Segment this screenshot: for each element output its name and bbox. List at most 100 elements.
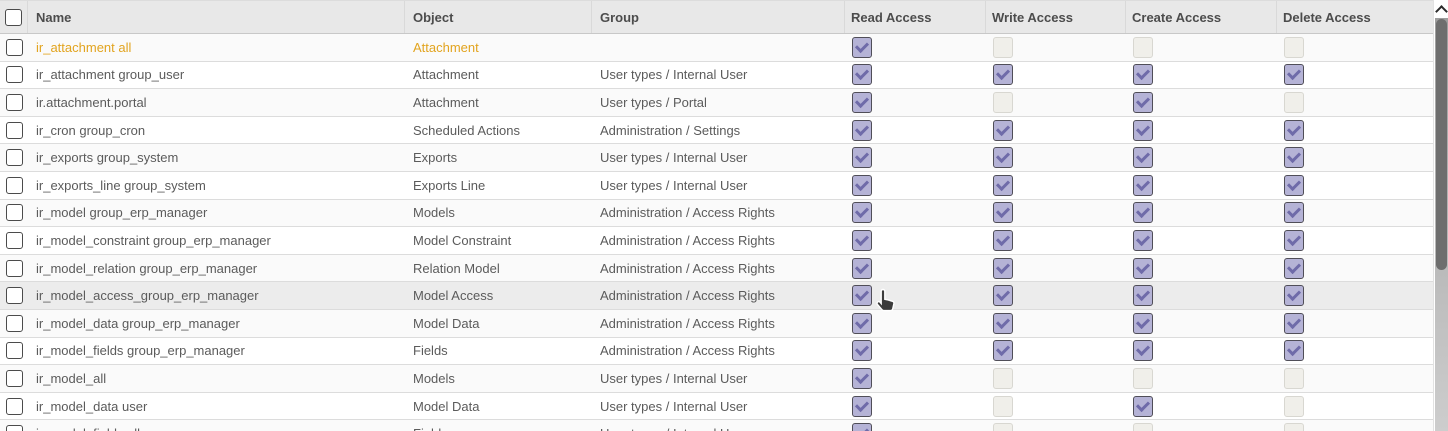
scroll-up-arrow-icon[interactable] [1434, 2, 1448, 17]
create-access-checkbox[interactable] [1133, 395, 1153, 417]
table-row[interactable]: ir_model_all Models User types / Internal … [0, 365, 1433, 393]
row-select-checkbox[interactable] [5, 314, 23, 332]
row-select-checkbox[interactable] [5, 342, 23, 360]
create-access-checkbox[interactable] [1133, 340, 1153, 362]
delete-access-checkbox[interactable] [1284, 119, 1304, 141]
row-select-checkbox[interactable] [5, 204, 23, 222]
create-access-checkbox[interactable] [1133, 91, 1153, 113]
read-access-checkbox[interactable] [852, 91, 872, 113]
row-select-checkbox[interactable] [5, 397, 23, 415]
read-access-checkbox[interactable] [852, 312, 872, 334]
table-row[interactable]: ir_model_fields allFieldsUser types / In… [0, 420, 1433, 431]
write-access-checkbox[interactable] [993, 423, 1013, 431]
write-access-checkbox[interactable] [993, 91, 1013, 113]
select-all-checkbox[interactable] [5, 8, 22, 26]
row-select-checkbox[interactable] [5, 38, 23, 56]
delete-access-checkbox[interactable] [1284, 285, 1304, 307]
delete-access-checkbox[interactable] [1284, 340, 1304, 362]
write-access-checkbox[interactable] [993, 367, 1013, 389]
row-select-checkbox[interactable] [5, 93, 23, 111]
read-access-checkbox[interactable] [852, 64, 872, 86]
column-header-name[interactable]: Name [28, 1, 405, 33]
write-access-checkbox[interactable] [993, 64, 1013, 86]
table-row[interactable]: ir_model_relation group_erp_manager Relat… [0, 254, 1433, 283]
create-access-checkbox[interactable] [1133, 312, 1153, 334]
read-access-checkbox[interactable] [852, 147, 872, 169]
write-access-checkbox[interactable] [993, 285, 1013, 307]
create-access-checkbox[interactable] [1133, 423, 1153, 431]
write-access-checkbox[interactable] [993, 202, 1013, 224]
write-access-checkbox[interactable] [993, 229, 1013, 251]
create-access-checkbox[interactable] [1133, 119, 1153, 141]
read-access-checkbox[interactable] [852, 36, 872, 58]
write-access-checkbox[interactable] [993, 174, 1013, 196]
delete-access-checkbox[interactable] [1284, 395, 1304, 417]
row-select-checkbox[interactable] [5, 425, 23, 431]
row-select-checkbox[interactable] [5, 231, 23, 249]
write-access-checkbox[interactable] [993, 257, 1013, 279]
column-header-group[interactable]: Group [592, 1, 845, 33]
read-access-checkbox[interactable] [852, 229, 872, 251]
row-select-checkbox[interactable] [5, 149, 23, 167]
row-select-checkbox[interactable] [5, 287, 23, 305]
delete-access-checkbox[interactable] [1284, 202, 1304, 224]
delete-access-checkbox[interactable] [1284, 229, 1304, 251]
read-access-checkbox[interactable] [852, 423, 872, 431]
delete-access-checkbox[interactable] [1284, 174, 1304, 196]
table-row[interactable]: ir_attachment all Attachment [0, 34, 1433, 62]
write-access-checkbox[interactable] [993, 340, 1013, 362]
table-row[interactable]: ir_attachment group_user Attachment User t… [0, 61, 1433, 90]
delete-access-checkbox[interactable] [1284, 423, 1304, 431]
delete-access-checkbox[interactable] [1284, 312, 1304, 334]
delete-access-checkbox[interactable] [1284, 257, 1304, 279]
create-access-checkbox[interactable] [1133, 257, 1153, 279]
table-row[interactable]: ir_exports_line group_system Exports Line… [0, 171, 1433, 200]
write-access-checkbox[interactable] [993, 395, 1013, 417]
create-access-checkbox[interactable] [1133, 202, 1153, 224]
read-access-checkbox[interactable] [852, 202, 872, 224]
row-select-checkbox[interactable] [5, 121, 23, 139]
column-header-create-access[interactable]: Create Access [1126, 1, 1277, 33]
delete-access-checkbox[interactable] [1284, 64, 1304, 86]
column-header-object[interactable]: Object [405, 1, 592, 33]
vertical-scrollbar[interactable] [1433, 0, 1448, 431]
column-header-read-access[interactable]: Read Access [845, 1, 986, 33]
delete-access-checkbox[interactable] [1284, 367, 1304, 389]
table-row[interactable]: ir_model_fields group_erp_manager Fields A… [0, 337, 1433, 366]
create-access-checkbox[interactable] [1133, 147, 1153, 169]
table-row[interactable]: ir_model_data user Model Data User types /… [0, 392, 1433, 421]
column-header-write-access[interactable]: Write Access [986, 1, 1126, 33]
table-row[interactable]: ir_model_access_group_erp_manager Model A… [0, 282, 1433, 310]
create-access-checkbox[interactable] [1133, 285, 1153, 307]
read-access-checkbox[interactable] [852, 257, 872, 279]
row-select-checkbox[interactable] [5, 369, 23, 387]
write-access-checkbox[interactable] [993, 119, 1013, 141]
delete-access-checkbox[interactable] [1284, 91, 1304, 113]
write-access-checkbox[interactable] [993, 36, 1013, 58]
create-access-checkbox[interactable] [1133, 64, 1153, 86]
create-access-checkbox[interactable] [1133, 174, 1153, 196]
row-select-checkbox[interactable] [5, 259, 23, 277]
column-header-delete-access[interactable]: Delete Access [1277, 1, 1433, 33]
read-access-checkbox[interactable] [852, 340, 872, 362]
read-access-checkbox[interactable] [852, 367, 872, 389]
create-access-checkbox[interactable] [1133, 367, 1153, 389]
delete-access-checkbox[interactable] [1284, 147, 1304, 169]
create-access-checkbox[interactable] [1133, 36, 1153, 58]
table-row[interactable]: ir.attachment.portal Attachment User types… [0, 89, 1433, 117]
table-row[interactable]: ir_model_constraint group_erp_manager Mod… [0, 227, 1433, 255]
write-access-checkbox[interactable] [993, 147, 1013, 169]
read-access-checkbox[interactable] [852, 395, 872, 417]
write-access-checkbox[interactable] [993, 312, 1013, 334]
table-row[interactable]: ir_exports group_system Exports User types… [0, 144, 1433, 172]
table-row[interactable]: ir_cron group_cron Scheduled Actions Admin… [0, 116, 1433, 145]
table-row[interactable]: ir_model group_erp_manager Models Administ… [0, 199, 1433, 228]
create-access-checkbox[interactable] [1133, 229, 1153, 251]
delete-access-checkbox[interactable] [1284, 36, 1304, 58]
table-row[interactable]: ir_model_data group_erp_manager Model Dat… [0, 309, 1433, 338]
row-select-checkbox[interactable] [5, 176, 23, 194]
row-select-checkbox[interactable] [5, 66, 23, 84]
read-access-checkbox[interactable] [852, 119, 872, 141]
scrollbar-thumb[interactable] [1436, 19, 1447, 270]
read-access-checkbox[interactable] [852, 174, 872, 196]
